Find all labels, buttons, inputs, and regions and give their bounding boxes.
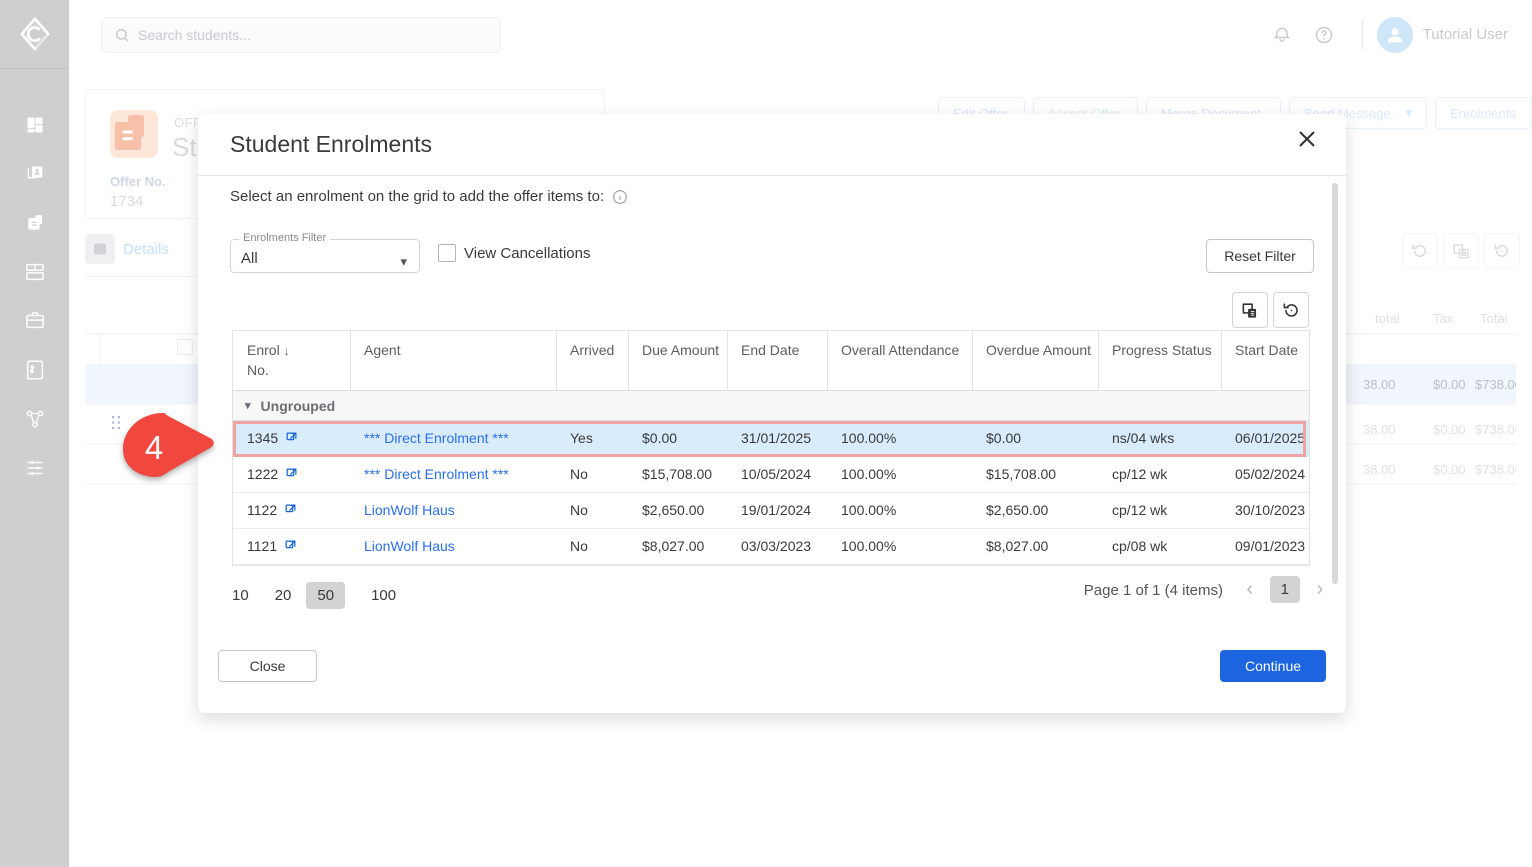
svg-text:4: 4 (145, 429, 163, 466)
